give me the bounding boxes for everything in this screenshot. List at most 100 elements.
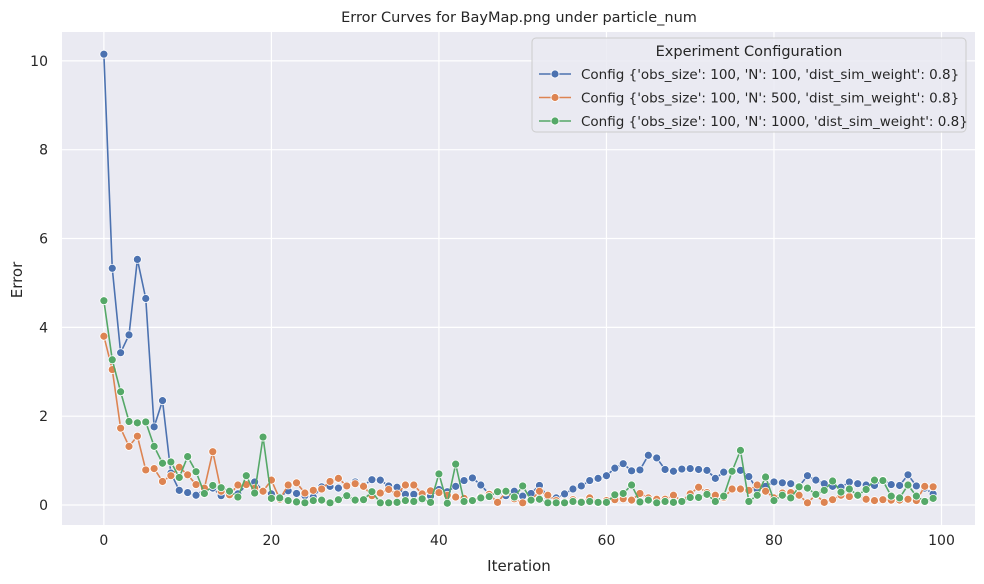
- data-point: [199, 489, 209, 498]
- legend-box: [531, 37, 967, 133]
- data-point: [375, 488, 385, 498]
- data-point: [191, 480, 201, 489]
- data-point: [258, 432, 268, 442]
- data-point: [635, 497, 645, 507]
- data-point: [359, 495, 368, 505]
- data-point: [124, 441, 134, 451]
- y-tick-label: 4: [39, 320, 48, 336]
- data-point: [384, 485, 394, 494]
- data-point: [292, 497, 301, 507]
- y-tick-labels: 0 2 4 6 8 10: [30, 54, 48, 514]
- legend-marker: [550, 93, 560, 102]
- data-point: [149, 464, 159, 473]
- data-point: [158, 458, 167, 468]
- data-point: [828, 476, 838, 486]
- data-point: [585, 476, 595, 485]
- data-point: [158, 477, 167, 486]
- data-point: [350, 479, 360, 489]
- data-point: [174, 473, 184, 482]
- data-point: [267, 493, 276, 503]
- data-point: [476, 480, 486, 490]
- data-point: [518, 498, 528, 508]
- data-point: [803, 471, 812, 481]
- data-point: [451, 459, 461, 469]
- data-point: [342, 491, 352, 501]
- data-point: [911, 481, 921, 491]
- legend-item: Config {'obs_size': 100, 'N': 500, 'dist…: [539, 91, 959, 107]
- data-point: [275, 493, 285, 503]
- data-point: [560, 489, 569, 499]
- data-point: [116, 348, 126, 358]
- legend-marker: [550, 116, 560, 126]
- data-point: [526, 495, 536, 505]
- data-point: [652, 453, 662, 463]
- data-point: [317, 484, 327, 494]
- data-point: [803, 483, 812, 493]
- y-tick-label: 0: [39, 498, 48, 514]
- data-point: [853, 490, 863, 500]
- data-point: [317, 495, 327, 505]
- data-point: [325, 498, 335, 508]
- data-point: [878, 495, 888, 505]
- data-point: [694, 465, 703, 474]
- data-point: [903, 470, 913, 480]
- data-point: [643, 495, 653, 505]
- data-point: [635, 465, 645, 475]
- data-point: [669, 466, 678, 476]
- data-point: [99, 296, 109, 306]
- data-point: [585, 497, 595, 506]
- data-point: [819, 497, 829, 507]
- legend-item: Config {'obs_size': 100, 'N': 100, 'dist…: [539, 67, 959, 83]
- data-point: [375, 498, 385, 508]
- data-point: [861, 485, 871, 494]
- data-point: [141, 417, 151, 427]
- data-point: [300, 498, 310, 508]
- data-point: [786, 493, 796, 503]
- data-point: [543, 498, 553, 508]
- data-point: [652, 498, 662, 508]
- data-point: [535, 486, 544, 496]
- series-line: [103, 300, 934, 505]
- data-point: [107, 263, 117, 273]
- legend-title: Experiment Configuration: [656, 44, 843, 60]
- data-point: [216, 483, 226, 493]
- data-point: [191, 467, 201, 477]
- data-point: [208, 481, 218, 490]
- data-point: [928, 482, 938, 492]
- data-point: [794, 490, 804, 500]
- data-point: [99, 331, 109, 341]
- x-tick-label: 0: [99, 533, 108, 549]
- data-point: [602, 497, 611, 507]
- legend-label: Config {'obs_size': 100, 'N': 100, 'dist…: [581, 67, 959, 83]
- data-point: [710, 497, 720, 506]
- x-tick-label: 80: [765, 533, 783, 549]
- y-axis-label: Error: [8, 261, 26, 298]
- data-point: [459, 476, 469, 485]
- data-point: [107, 355, 117, 365]
- data-point: [886, 480, 896, 489]
- data-point: [920, 481, 930, 491]
- data-point: [225, 486, 234, 496]
- data-point: [610, 490, 620, 500]
- data-point: [442, 498, 452, 508]
- data-point: [568, 484, 578, 494]
- data-point: [501, 486, 511, 496]
- data-point: [132, 255, 142, 264]
- x-tick-labels: 0 20 40 60 80 100: [99, 533, 954, 549]
- data-point: [334, 495, 343, 505]
- data-point: [886, 491, 896, 501]
- data-point: [174, 485, 184, 495]
- data-point: [292, 478, 301, 488]
- data-point: [677, 464, 687, 474]
- data-point: [660, 497, 670, 506]
- data-point: [803, 498, 812, 508]
- data-point: [434, 488, 444, 497]
- data-point: [702, 489, 712, 499]
- data-point: [166, 457, 176, 467]
- data-point: [375, 475, 385, 485]
- data-point: [392, 489, 402, 499]
- data-point: [468, 473, 477, 483]
- data-point: [903, 480, 913, 490]
- data-point: [308, 485, 318, 495]
- data-point: [183, 470, 193, 480]
